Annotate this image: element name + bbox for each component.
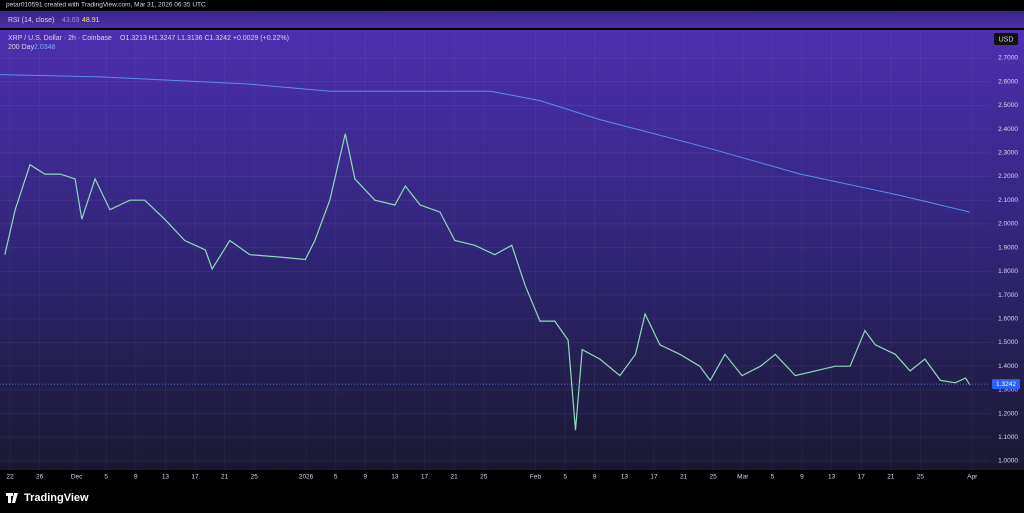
x-tick-label: 25 [251, 474, 259, 481]
y-tick-label: 2.3000 [998, 150, 1018, 157]
y-tick-label: 1.0000 [998, 458, 1018, 465]
y-tick-label: 1.4000 [998, 363, 1018, 370]
x-tick-label: 21 [221, 474, 229, 481]
last-price-box [992, 379, 1020, 390]
x-tick-label: 26 [36, 474, 44, 481]
y-tick-label: 2.5000 [998, 102, 1018, 109]
x-tick-label: Apr [967, 474, 978, 481]
y-tick-label: 1.9000 [998, 244, 1018, 251]
x-tick-label: 17 [858, 474, 866, 481]
x-tick-label: 5 [334, 474, 338, 481]
x-tick-label: 2026 [299, 474, 314, 481]
x-tick-label: 17 [650, 474, 658, 481]
y-tick-label: 1.3000 [998, 387, 1018, 394]
symbol: XRP / U.S. Dollar · 2h · Coinbase [8, 35, 112, 42]
main-pane [0, 30, 1024, 470]
y-tick-label: 2.1000 [998, 197, 1018, 204]
last-price-label: 1.3242 [996, 381, 1016, 388]
y-tick-label: 2.0000 [998, 221, 1018, 228]
price-line [4, 133, 971, 431]
byline: petar010591 created with TradingView.com… [6, 2, 206, 9]
x-tick-label: 5 [771, 474, 775, 481]
x-tick-label: 25 [710, 474, 718, 481]
x-tick-label: 22 [6, 474, 14, 481]
y-tick-label: 1.7000 [998, 292, 1018, 299]
x-tick-label: 25 [917, 474, 925, 481]
rsi-value: 43.69 [62, 17, 80, 24]
x-tick-label: 9 [134, 474, 138, 481]
x-tick-label: 9 [363, 474, 367, 481]
ma-value: 2.0348 [34, 44, 56, 51]
rsi-label: RSI (14, close) [8, 17, 54, 24]
rsi-pane [0, 11, 1024, 28]
y-tick-label: 2.6000 [998, 78, 1018, 85]
x-tick-label: 9 [800, 474, 804, 481]
x-tick-label: 9 [593, 474, 597, 481]
ma-line [0, 74, 971, 213]
x-tick-label: 13 [162, 474, 170, 481]
x-tick-label: 5 [104, 474, 108, 481]
y-tick-label: 2.4000 [998, 126, 1018, 133]
x-tick-label: 25 [480, 474, 488, 481]
x-tick-label: Mar [737, 474, 749, 481]
x-tick-label: 17 [421, 474, 429, 481]
brand: TradingView [24, 492, 89, 504]
currency-box[interactable] [994, 33, 1018, 45]
x-tick-label: 21 [450, 474, 458, 481]
rsi-value: 48.91 [82, 17, 100, 24]
y-tick-label: 1.5000 [998, 339, 1018, 346]
x-tick-label: Feb [530, 474, 542, 481]
x-tick-label: Dec [71, 474, 83, 481]
y-tick-label: 2.7000 [998, 55, 1018, 62]
x-tick-label: 21 [680, 474, 688, 481]
y-tick-label: 1.8000 [998, 268, 1018, 275]
x-tick-label: 13 [621, 474, 629, 481]
ohlc: O1.3213 H1.3247 L1.3136 C1.3242 +0.0029 … [120, 35, 289, 42]
x-tick-label: 21 [887, 474, 895, 481]
x-tick-label: 5 [563, 474, 567, 481]
y-tick-label: 1.2000 [998, 410, 1018, 417]
brand-logo [6, 493, 18, 503]
y-tick-label: 1.6000 [998, 315, 1018, 322]
currency[interactable]: USD [999, 36, 1014, 43]
x-tick-label: 13 [391, 474, 399, 481]
x-tick-label: 17 [191, 474, 199, 481]
y-tick-label: 2.2000 [998, 173, 1018, 180]
ma-name: 200 Day [8, 44, 35, 51]
y-tick-label: 1.1000 [998, 434, 1018, 441]
x-tick-label: 13 [828, 474, 836, 481]
